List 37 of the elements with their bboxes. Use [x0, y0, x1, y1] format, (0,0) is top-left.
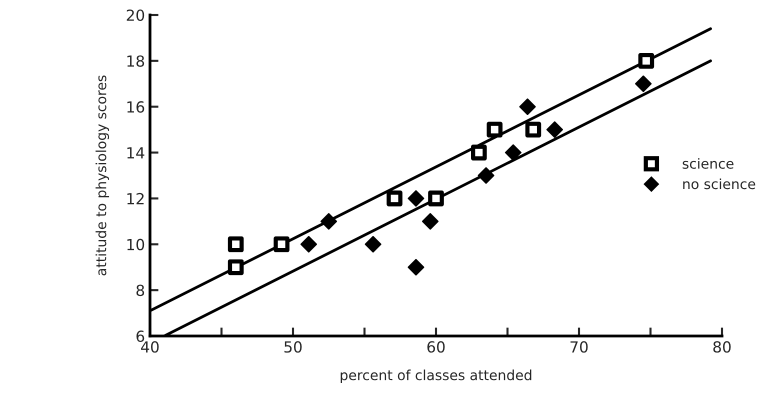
- point: [408, 258, 424, 276]
- point: [486, 122, 503, 138]
- y-tick-label: 6: [136, 330, 144, 342]
- point: [504, 144, 522, 161]
- point: [635, 75, 652, 92]
- point: [428, 190, 444, 206]
- point: [546, 121, 563, 138]
- x-axis-title: percent of classes attended: [340, 370, 532, 383]
- x-tick-label: 40: [141, 341, 159, 353]
- point: [638, 52, 654, 69]
- x-tick-label: 50: [284, 341, 302, 353]
- y-tick-label: 12: [127, 192, 144, 204]
- y-axis-title: attitude to physiology scores: [96, 75, 110, 276]
- x-tick-label: 80: [713, 341, 731, 353]
- point: [300, 236, 318, 253]
- point: [471, 144, 487, 160]
- y-tick-label: 16: [127, 101, 144, 113]
- legend-label: science: [682, 158, 734, 169]
- y-tick-label: 10: [127, 238, 144, 250]
- x-tick-label: 70: [570, 341, 588, 353]
- x-tick-label: 60: [427, 341, 445, 353]
- point: [320, 213, 338, 230]
- y-tick-label: 20: [126, 9, 144, 22]
- point: [478, 167, 494, 184]
- point: [228, 236, 244, 252]
- point: [408, 190, 424, 207]
- y-tick-label: 14: [127, 147, 144, 158]
- point: [386, 190, 402, 206]
- y-tick-label: 18: [127, 55, 144, 67]
- point: [364, 236, 382, 253]
- y-tick-label: 8: [136, 284, 144, 296]
- point: [422, 213, 439, 230]
- point: [525, 122, 542, 138]
- point: [274, 236, 290, 252]
- point: [519, 98, 536, 116]
- point: [228, 259, 244, 276]
- legend-label: no science: [683, 178, 756, 190]
